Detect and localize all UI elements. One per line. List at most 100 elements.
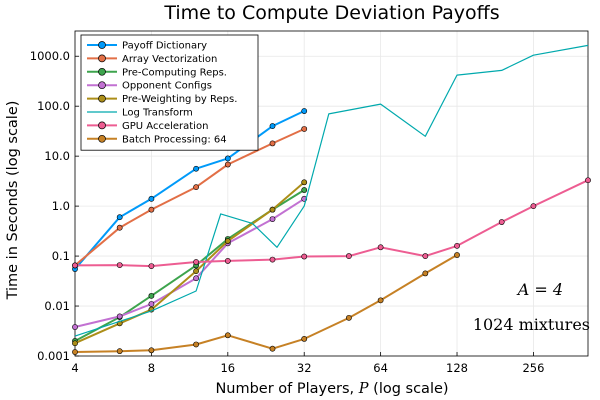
data-point	[377, 297, 384, 304]
data-point	[269, 256, 276, 263]
legend-label: Log Transform	[122, 108, 193, 119]
legend-item-batch-processing-64: Batch Processing: 64	[87, 134, 227, 145]
legend-label: Pre-Weighting by Reps.	[122, 94, 237, 105]
data-point	[224, 258, 231, 264]
data-point	[224, 332, 231, 339]
data-point	[72, 340, 78, 347]
annotation-mixtures: 1024 mixtures	[473, 315, 590, 334]
data-point	[346, 253, 352, 259]
legend-item-pre-weighting-by-reps: Pre-Weighting by Reps.	[87, 94, 237, 105]
x-axis-label-text: Number of Players,	[215, 381, 358, 397]
legend-box	[80, 34, 259, 151]
legend-item-pre-computing-reps: Pre-Computing Reps.	[87, 67, 227, 78]
data-point	[530, 203, 537, 210]
legend-label: Opponent Configs	[122, 81, 212, 92]
legend-swatch-marker	[98, 94, 106, 103]
x-axis-label-variable: P	[358, 381, 369, 397]
y-axis-ticks: 0.001 0.01 0.1 1.0 10.0 100.0 1000.0	[30, 49, 79, 363]
x-tick-label: 16	[220, 361, 235, 375]
series-line	[74, 179, 589, 268]
x-axis-label: Number of Players, P (log scale)	[215, 381, 448, 397]
data-point	[193, 165, 199, 172]
data-point	[116, 224, 123, 231]
series-line	[74, 44, 589, 337]
data-point	[193, 341, 199, 348]
series-payoff-dictionary	[72, 108, 308, 272]
series-log-transform	[74, 44, 589, 337]
data-point	[224, 161, 231, 168]
x-tick-label: 4	[71, 361, 78, 375]
data-point	[301, 335, 308, 342]
data-point	[148, 347, 155, 354]
y-tick-label: 100.0	[37, 99, 70, 113]
y-tick-label: 1.0	[52, 199, 70, 213]
data-point	[301, 108, 308, 114]
legend-swatch-marker	[98, 67, 106, 76]
data-point	[269, 216, 276, 222]
x-tick-label: 64	[373, 361, 388, 375]
data-point	[454, 242, 460, 249]
legend: Payoff Dictionary Array Vectorization Pre-…	[80, 34, 259, 151]
data-point	[72, 349, 78, 355]
data-point	[193, 275, 199, 282]
legend-item-array-vectorization: Array Vectorization	[87, 54, 217, 65]
legend-swatch-marker	[98, 41, 106, 49]
y-tick-label: 1000.0	[30, 49, 70, 63]
legend-swatch-marker	[98, 81, 106, 90]
legend-label: Payoff Dictionary	[122, 41, 207, 52]
series-pre-weighting-by-reps	[72, 179, 308, 347]
data-point	[193, 259, 199, 265]
x-tick-label: 32	[297, 361, 312, 375]
data-point	[301, 187, 308, 193]
data-point	[148, 301, 155, 307]
data-point	[422, 253, 429, 259]
data-point	[116, 214, 123, 221]
data-point	[301, 253, 308, 260]
data-point	[193, 184, 199, 191]
legend-label: Pre-Computing Reps.	[122, 67, 227, 78]
data-point	[116, 348, 123, 355]
data-point	[148, 206, 155, 213]
data-point	[377, 244, 384, 251]
data-point	[148, 195, 155, 202]
x-tick-label: 8	[148, 361, 155, 375]
annotation-actions: A = 4	[516, 280, 563, 299]
y-tick-label: 0.1	[52, 249, 70, 263]
x-axis-label-suffix: (log scale)	[369, 381, 449, 397]
data-point	[193, 268, 199, 275]
data-point	[148, 263, 155, 270]
data-point	[72, 324, 78, 330]
data-point	[585, 177, 591, 184]
legend-swatch-marker	[98, 54, 106, 63]
series-batch-processing-64	[72, 252, 460, 355]
data-point	[269, 206, 276, 213]
series-array-vectorization	[72, 126, 308, 269]
data-point	[224, 155, 231, 162]
legend-label: Batch Processing: 64	[122, 134, 227, 145]
legend-item-opponent-configs: Opponent Configs	[87, 81, 212, 92]
y-tick-label: 0.001	[37, 349, 70, 363]
data-point	[301, 179, 308, 186]
y-tick-label: 10.0	[44, 149, 70, 163]
data-point	[269, 123, 276, 129]
legend-label: Array Vectorization	[122, 54, 217, 65]
series-gpu-acceleration	[72, 177, 591, 270]
data-point	[498, 219, 505, 225]
data-point	[148, 292, 155, 299]
data-point	[422, 270, 429, 277]
data-point	[301, 126, 308, 132]
data-point	[72, 262, 78, 269]
legend-item-log-transform: Log Transform	[87, 108, 193, 119]
chart-title: Time to Compute Deviation Payoffs	[163, 2, 499, 24]
x-tick-label: 128	[446, 361, 468, 375]
data-point	[224, 238, 231, 244]
legend-item-payoff-dictionary: Payoff Dictionary	[87, 41, 207, 52]
series-line	[74, 254, 458, 353]
data-point	[116, 313, 123, 320]
x-tick-label: 256	[522, 361, 544, 375]
legend-swatch-marker	[98, 134, 106, 143]
data-point	[346, 314, 352, 321]
data-point	[269, 140, 276, 147]
data-point	[116, 262, 123, 268]
